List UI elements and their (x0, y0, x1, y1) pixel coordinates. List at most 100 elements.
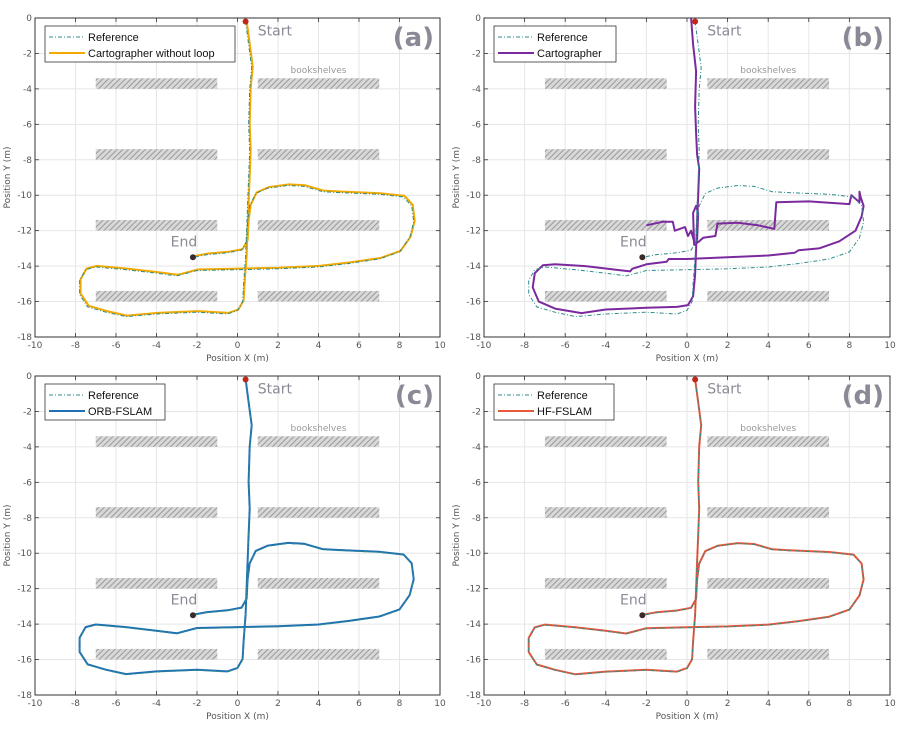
panel-d: -10 -8 -6 -4 -2 0 2 4 6 8 10 0 -2 -4 -6 -8 -10 -12 -14 -16 -… (452, 372, 896, 722)
series-line-reference (528, 379, 865, 676)
series-line-reference (528, 21, 865, 318)
y-tick-label: -6 (23, 478, 32, 488)
x-tick-label: 4 (316, 341, 322, 351)
x-tick-label: 4 (765, 699, 771, 709)
x-tick-label: -10 (28, 341, 43, 351)
x-tick-label: 6 (806, 341, 812, 351)
x-tick-label: 0 (684, 341, 690, 351)
bookshelves-label: bookshelves (740, 424, 796, 434)
legend-label-reference: Reference (88, 32, 139, 44)
x-tick-label: -10 (28, 699, 43, 709)
x-tick-label: -6 (561, 341, 570, 351)
start-marker (242, 376, 249, 383)
y-tick-label: -10 (17, 191, 32, 201)
start-label: Start (707, 24, 742, 40)
y-tick-label: -4 (23, 443, 32, 453)
axes-frame (34, 375, 441, 696)
bookshelf (95, 578, 218, 589)
x-tick-label: 10 (884, 341, 896, 351)
y-tick-label: -16 (17, 298, 32, 308)
x-tick-label: 8 (397, 341, 403, 351)
legend-box (493, 383, 615, 421)
bookshelf (544, 290, 667, 302)
y-axis-label: Position Y (m) (3, 146, 13, 208)
y-tick-label: -16 (466, 298, 481, 308)
end-label: End (620, 593, 647, 609)
y-tick-label: 0 (26, 372, 32, 382)
bookshelf (544, 78, 667, 89)
end-marker (639, 612, 646, 619)
x-tick-label: 0 (684, 699, 690, 709)
y-tick-label: -8 (23, 514, 32, 524)
panel-a: -10 -8 -6 -4 -2 0 2 4 6 8 10 0 -2 -4 -6 -8 -10 -12 -14 -16 -… (3, 14, 446, 364)
x-tick-label: 6 (806, 699, 812, 709)
bookshelf (257, 648, 380, 660)
start-marker (692, 18, 699, 25)
y-tick-label: -10 (466, 549, 481, 559)
bookshelf (707, 507, 830, 518)
x-tick-label: -2 (642, 699, 651, 709)
x-axis-label: Position X (m) (656, 354, 719, 364)
x-tick-label: 0 (235, 699, 241, 709)
x-tick-label: -10 (477, 699, 492, 709)
y-tick-label: -14 (466, 620, 481, 630)
x-tick-label: 10 (884, 699, 896, 709)
panel-label: (c) (395, 381, 434, 411)
start-marker (692, 376, 699, 383)
x-tick-label: 2 (275, 341, 281, 351)
panel-label: (b) (842, 23, 884, 53)
bookshelf (544, 578, 667, 589)
legend-label-reference: Reference (537, 390, 588, 402)
y-axis-label: Position Y (m) (452, 504, 462, 566)
x-tick-label: -4 (601, 341, 610, 351)
y-tick-label: -2 (23, 407, 32, 417)
bookshelf (257, 220, 380, 231)
y-tick-label: -14 (17, 620, 32, 630)
end-marker (639, 254, 646, 261)
panel-c: -10 -8 -6 -4 -2 0 2 4 6 8 10 0 -2 -4 -6 -8 -10 -12 -14 -16 -… (3, 372, 446, 722)
bookshelf (257, 578, 380, 589)
y-tick-label: -6 (23, 120, 32, 130)
axes-frame (34, 17, 441, 338)
x-tick-label: 6 (356, 699, 362, 709)
x-tick-label: 10 (434, 699, 446, 709)
start-marker (242, 18, 249, 25)
y-tick-label: -2 (23, 49, 32, 59)
bookshelf (707, 648, 830, 660)
bookshelves-label: bookshelves (291, 66, 347, 76)
x-tick-label: -6 (112, 699, 121, 709)
end-label: End (171, 593, 198, 609)
panel-label: (a) (393, 23, 434, 53)
legend-box (44, 383, 166, 421)
panel-label: (d) (842, 381, 884, 411)
bookshelf (95, 290, 218, 302)
legend-label-estimate: HF-FSLAM (537, 406, 592, 418)
y-tick-label: -18 (17, 333, 32, 343)
x-tick-label: -6 (112, 341, 121, 351)
axes-frame (483, 17, 891, 338)
series-line-reference (79, 379, 415, 676)
x-tick-label: 8 (847, 699, 853, 709)
bookshelf (544, 149, 667, 160)
legend-label-estimate: Cartographer (537, 48, 602, 60)
y-tick-label: -12 (466, 227, 481, 237)
x-tick-label: 2 (725, 699, 731, 709)
x-tick-label: 4 (765, 341, 771, 351)
x-tick-label: -8 (71, 699, 80, 709)
x-tick-label: -4 (152, 699, 161, 709)
y-tick-label: -10 (466, 191, 481, 201)
y-tick-label: -12 (17, 227, 32, 237)
bookshelf (95, 507, 218, 518)
legend-label-estimate: Cartographer without loop (88, 48, 215, 60)
x-tick-label: -8 (71, 341, 80, 351)
bookshelf (544, 436, 667, 447)
y-tick-label: -8 (472, 156, 481, 166)
y-tick-label: -2 (472, 49, 481, 59)
y-tick-label: -18 (17, 691, 32, 701)
y-tick-label: -18 (466, 691, 481, 701)
x-tick-label: -2 (193, 699, 202, 709)
bookshelf (544, 507, 667, 518)
legend-label-estimate: ORB-FSLAM (88, 406, 152, 418)
series-line-cartographer-without-loop (79, 20, 416, 317)
x-axis-label: Position X (m) (206, 354, 269, 364)
